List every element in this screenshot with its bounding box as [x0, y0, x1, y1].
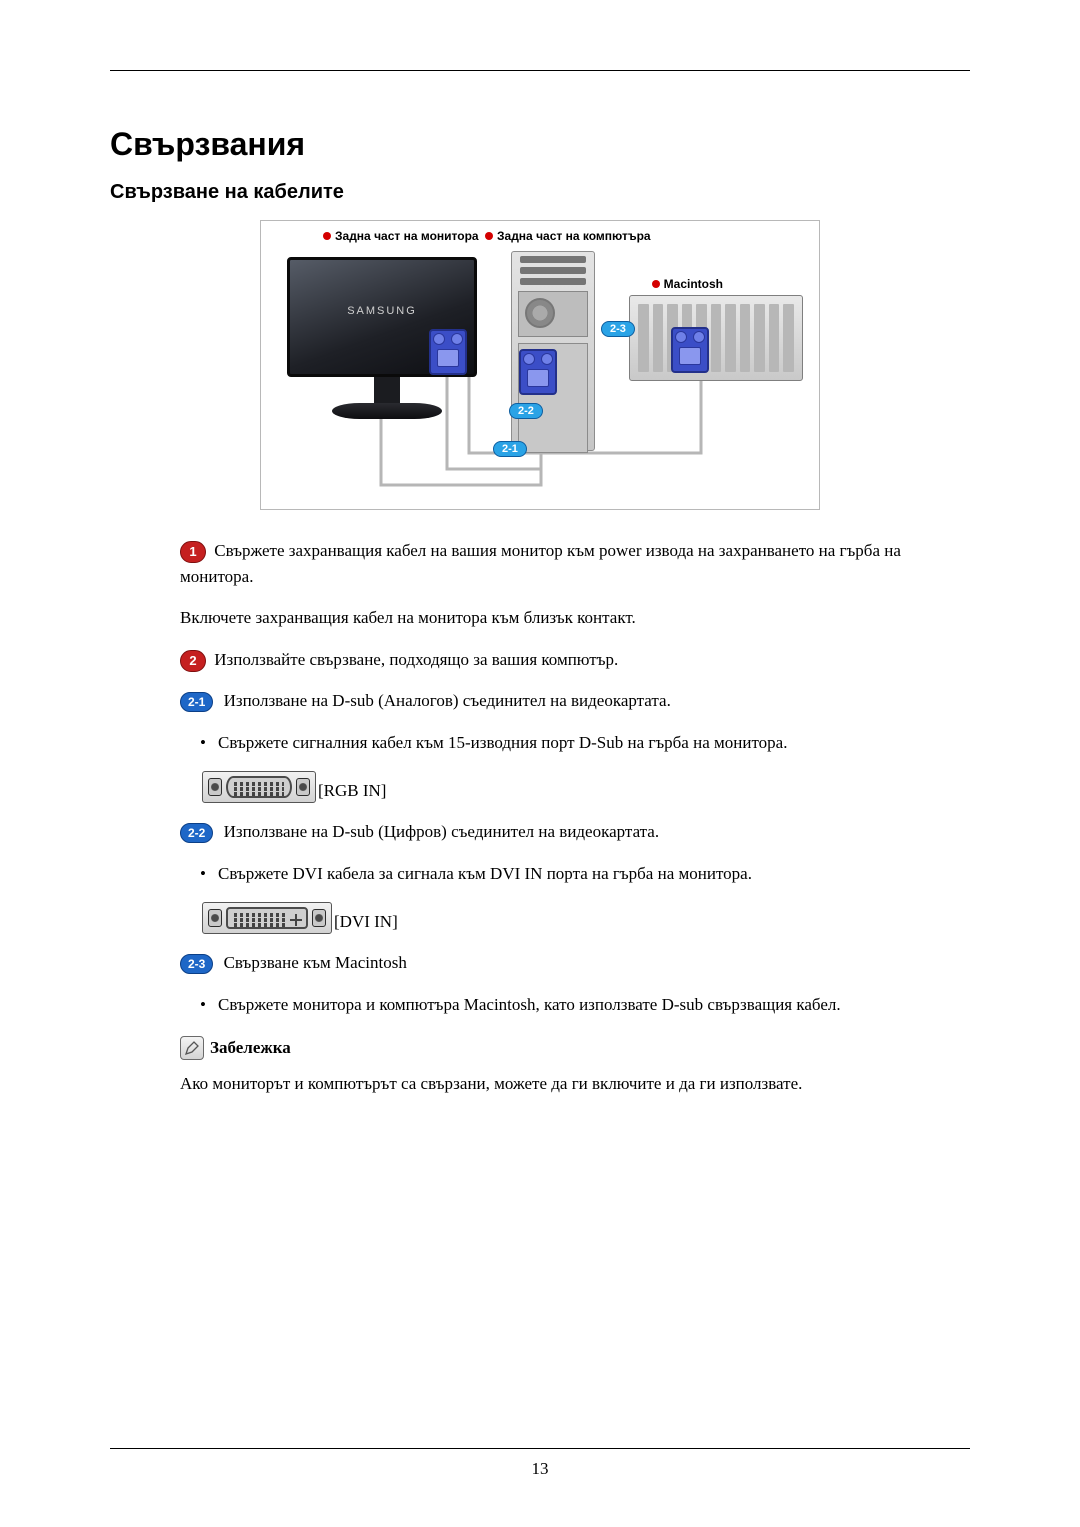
step-21-list: Свържете сигналния кабел към 15-изводния… — [180, 730, 970, 756]
step-22-list: Свържете DVI кабела за сигнала към DVI I… — [180, 861, 970, 887]
rgb-port-icon — [202, 771, 316, 803]
badge-23: 2-3 — [180, 954, 213, 974]
badge-22: 2-2 — [180, 823, 213, 843]
heading-connect-cables: Свързване на кабелите — [110, 181, 970, 204]
dvi-port-row: [DVI IN] — [180, 902, 970, 934]
monitor-brand: SAMSUNG — [290, 305, 474, 317]
step-22-text: Използване на D-sub (Цифров) съединител … — [219, 822, 659, 841]
step-23-para: 2-3 Свързване към Macintosh — [180, 950, 970, 976]
step-23-list: Свържете монитора и компютъра Macintosh,… — [180, 992, 970, 1018]
badge-2: 2 — [180, 650, 206, 672]
rgb-port-label: [RGB IN] — [318, 781, 386, 800]
diagram-callout-22: 2-2 — [509, 403, 543, 419]
step-1b-para: Включете захранващия кабел на монитора к… — [180, 605, 970, 631]
dvi-port-icon — [202, 902, 332, 934]
connection-diagram: Задна част на монитора Задна част на ком… — [260, 220, 820, 510]
vga-plug-icon — [429, 329, 467, 375]
note-label: Забележка — [210, 1035, 291, 1061]
vga-plug-icon — [519, 349, 557, 395]
step-21-para: 2-1 Използване на D-sub (Аналогов) съеди… — [180, 688, 970, 714]
badge-21: 2-1 — [180, 692, 213, 712]
list-item: Свържете монитора и компютъра Macintosh,… — [200, 992, 970, 1018]
body-content: 1 Свържете захранващия кабел на вашия мо… — [180, 538, 970, 1096]
step-1-para: 1 Свържете захранващия кабел на вашия мо… — [180, 538, 970, 589]
step-23-text: Свързване към Macintosh — [219, 953, 406, 972]
step-22-para: 2-2 Използване на D-sub (Цифров) съедини… — [180, 819, 970, 845]
dvi-port-label: [DVI IN] — [334, 912, 398, 931]
footer-rule — [110, 1448, 970, 1449]
page: Свързвания Свързване на кабелите Задна ч… — [0, 0, 1080, 1152]
diagram-container: Задна част на монитора Задна част на ком… — [110, 220, 970, 510]
step-2-text: Използвайте свързване, подходящо за ваши… — [210, 650, 618, 669]
list-item: Свържете DVI кабела за сигнала към DVI I… — [200, 861, 970, 887]
page-footer: 13 — [110, 1448, 970, 1479]
diagram-monitor-neck — [374, 377, 400, 403]
note-text: Ако мониторът и компютърът са свързани, … — [180, 1071, 970, 1097]
header-rule — [110, 70, 970, 71]
note-icon — [180, 1036, 204, 1060]
vga-plug-icon — [671, 327, 709, 373]
step-2-para: 2 Използвайте свързване, подходящо за ва… — [180, 647, 970, 673]
diagram-monitor-base — [332, 403, 442, 419]
step-21-text: Използване на D-sub (Аналогов) съедините… — [219, 691, 670, 710]
diagram-macintosh — [629, 295, 803, 381]
rgb-port-row: [RGB IN] — [180, 771, 970, 803]
badge-1: 1 — [180, 541, 206, 563]
heading-connections: Свързвания — [110, 126, 970, 163]
page-number: 13 — [110, 1459, 970, 1479]
pencil-icon — [184, 1040, 200, 1056]
diagram-callout-23: 2-3 — [601, 321, 635, 337]
list-item: Свържете сигналния кабел към 15-изводния… — [200, 730, 970, 756]
step-1-text: Свържете захранващия кабел на вашия мони… — [180, 541, 901, 586]
note-row: Забележка — [180, 1035, 970, 1061]
diagram-callout-21: 2-1 — [493, 441, 527, 457]
